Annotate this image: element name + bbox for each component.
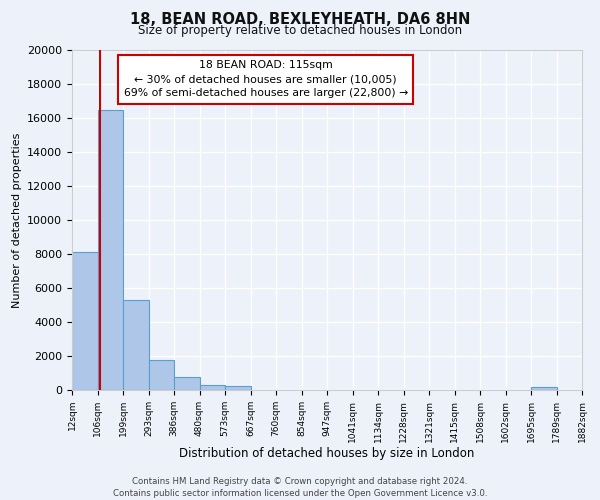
Bar: [149, 360, 174, 390]
Bar: [72, 252, 97, 390]
Bar: [174, 378, 199, 390]
Bar: [97, 110, 123, 390]
X-axis label: Distribution of detached houses by size in London: Distribution of detached houses by size …: [179, 448, 475, 460]
Bar: [225, 386, 251, 390]
Text: Size of property relative to detached houses in London: Size of property relative to detached ho…: [138, 24, 462, 37]
Bar: [199, 385, 225, 390]
Bar: [123, 300, 149, 390]
Y-axis label: Number of detached properties: Number of detached properties: [11, 132, 22, 308]
Text: 18, BEAN ROAD, BEXLEYHEATH, DA6 8HN: 18, BEAN ROAD, BEXLEYHEATH, DA6 8HN: [130, 12, 470, 28]
Text: 18 BEAN ROAD: 115sqm
← 30% of detached houses are smaller (10,005)
69% of semi-d: 18 BEAN ROAD: 115sqm ← 30% of detached h…: [124, 60, 408, 98]
Bar: [531, 388, 557, 390]
Text: Contains HM Land Registry data © Crown copyright and database right 2024.
Contai: Contains HM Land Registry data © Crown c…: [113, 476, 487, 498]
